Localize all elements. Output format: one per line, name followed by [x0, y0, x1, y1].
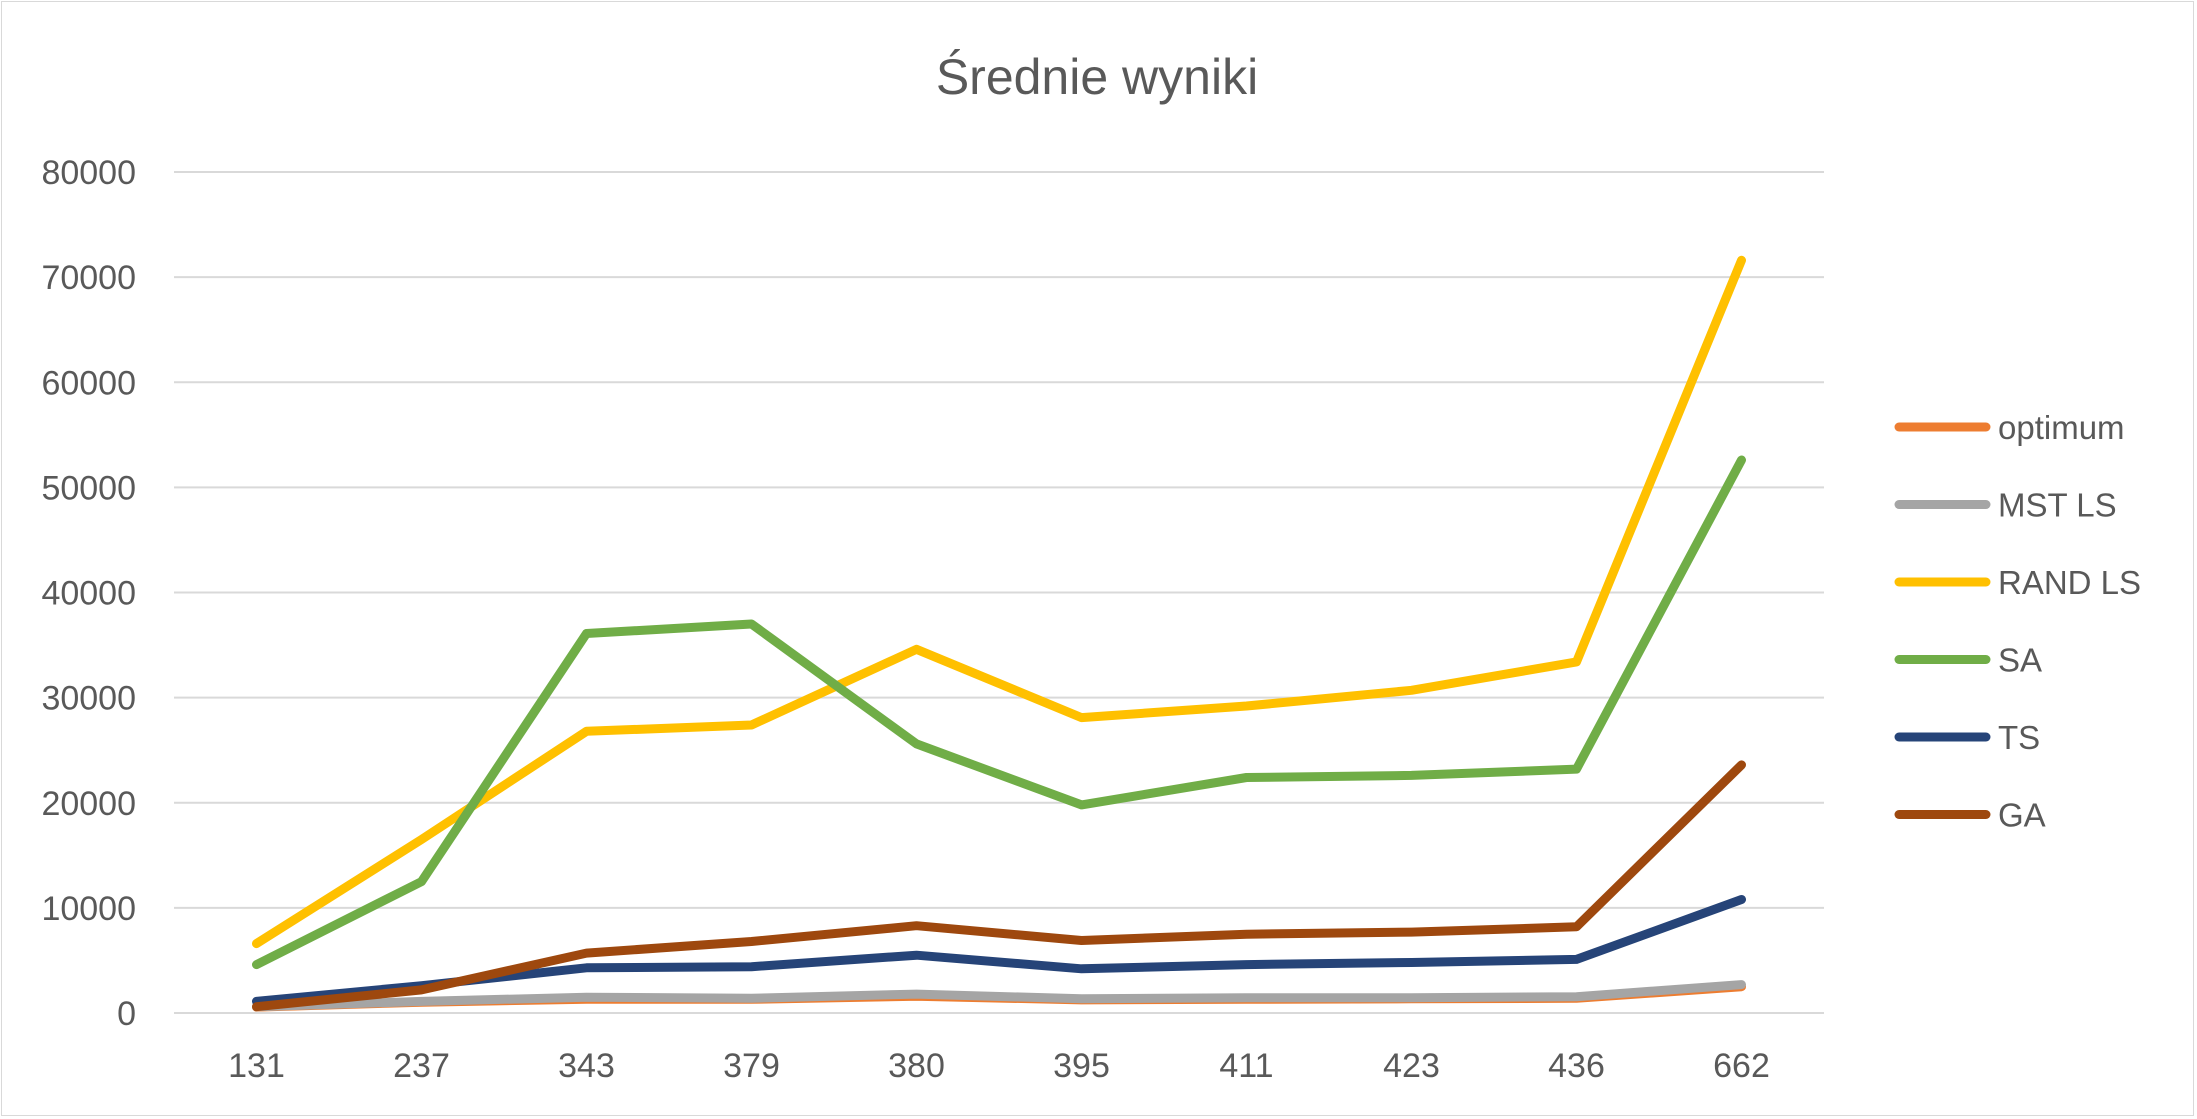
- series-line-ts: [252, 895, 1746, 1006]
- legend-label: RAND LS: [1998, 564, 2141, 601]
- series-lines: [252, 255, 1746, 1012]
- y-tick-label: 10000: [41, 890, 136, 928]
- y-tick-label: 40000: [41, 575, 136, 613]
- legend-item: SA: [1894, 642, 2042, 679]
- series-line-rand-ls: [252, 255, 1746, 949]
- series-line-sa: [252, 455, 1746, 970]
- x-tick-label: 343: [558, 1047, 615, 1085]
- y-tick-label: 30000: [41, 680, 136, 718]
- y-tick-label: 60000: [41, 364, 136, 402]
- legend-item: GA: [1894, 797, 2046, 834]
- legend-item: TS: [1894, 719, 2040, 756]
- chart-title: Średnie wyniki: [936, 48, 1258, 105]
- legend-label: SA: [1998, 642, 2042, 679]
- x-tick-label: 379: [723, 1047, 780, 1085]
- x-tick-label: 380: [888, 1047, 945, 1085]
- y-tick-label: 50000: [41, 469, 136, 507]
- x-tick-label: 423: [1383, 1047, 1440, 1085]
- x-tick-label: 662: [1713, 1047, 1770, 1085]
- x-tick-label: 237: [393, 1047, 450, 1085]
- y-axis-ticks: 0 10000 20000 30000 40000 50000 60000 70000 8000…: [41, 154, 136, 1033]
- legend-label: TS: [1998, 719, 2040, 756]
- y-tick-label: 20000: [41, 785, 136, 823]
- x-tick-label: 411: [1219, 1047, 1273, 1085]
- x-tick-label: 131: [228, 1047, 285, 1085]
- legend-label: optimum: [1998, 409, 2125, 446]
- legend-label: GA: [1998, 797, 2046, 834]
- legend-item: optimum: [1894, 409, 2125, 446]
- x-tick-label: 436: [1548, 1047, 1605, 1085]
- y-tick-label: 0: [117, 995, 136, 1033]
- series-line-ga: [252, 760, 1746, 1012]
- y-tick-label: 80000: [41, 154, 136, 192]
- series-line-mst-ls: [252, 980, 1746, 1012]
- gridlines: [174, 171, 1824, 1014]
- legend-label: MST LS: [1998, 487, 2117, 524]
- x-axis-ticks: 131 237 343 379 380 395 411 423 436 662: [228, 1047, 1770, 1085]
- legend-item: MST LS: [1894, 487, 2117, 524]
- x-tick-label: 395: [1053, 1047, 1110, 1085]
- legend-item: RAND LS: [1894, 564, 2141, 601]
- y-tick-label: 70000: [41, 259, 136, 297]
- legend: optimum MST LS RAND LS SA TS GA: [1894, 409, 2141, 834]
